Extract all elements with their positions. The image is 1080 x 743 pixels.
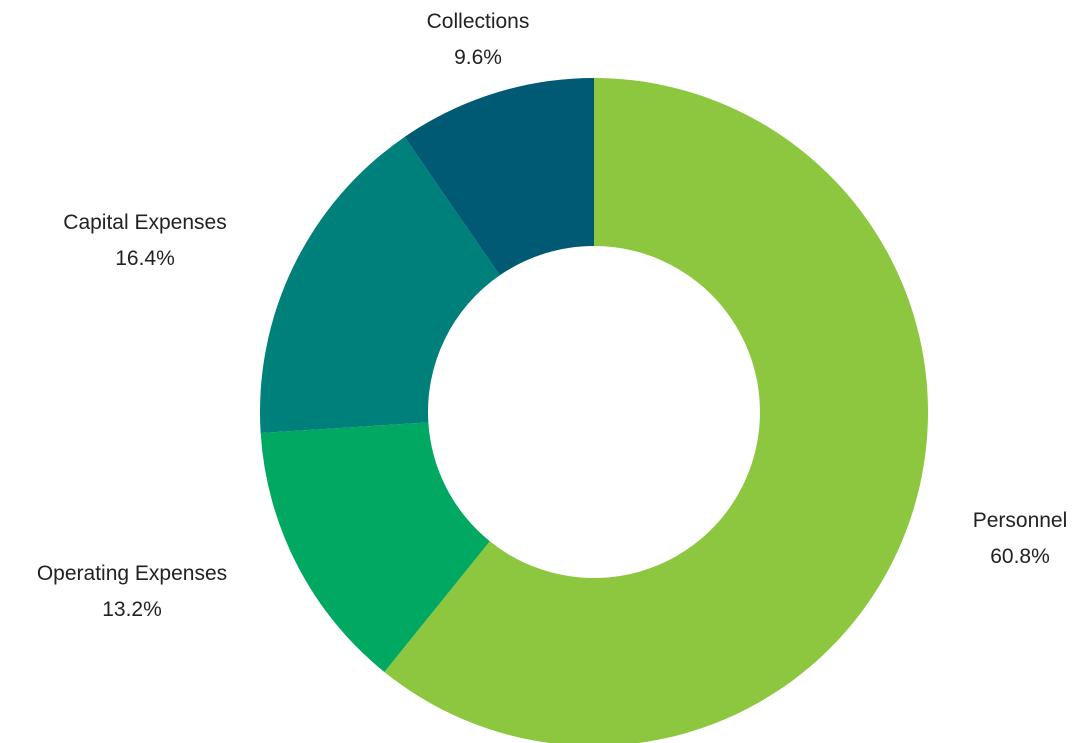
slice-label-value: 16.4%: [115, 247, 175, 270]
slice-personnel: [384, 78, 928, 743]
slice-label-value: 9.6%: [454, 46, 502, 69]
slice-label-name: Operating Expenses: [37, 562, 227, 585]
slice-label-value: 13.2%: [102, 598, 162, 621]
chart-labels: Personnel 60.8% Operating Expenses 13.2% Cap…: [37, 10, 1067, 621]
slice-label-name: Personnel: [973, 509, 1068, 532]
slice-collections: [404, 78, 594, 276]
slice-label-name: Capital Expenses: [63, 211, 226, 234]
slice-label-value: 60.8%: [990, 545, 1050, 568]
slice-operating-expenses: [260, 422, 490, 673]
chart-slices: [259, 78, 928, 743]
slice-capital-expenses: [259, 136, 500, 433]
slice-label-name: Collections: [427, 10, 530, 33]
